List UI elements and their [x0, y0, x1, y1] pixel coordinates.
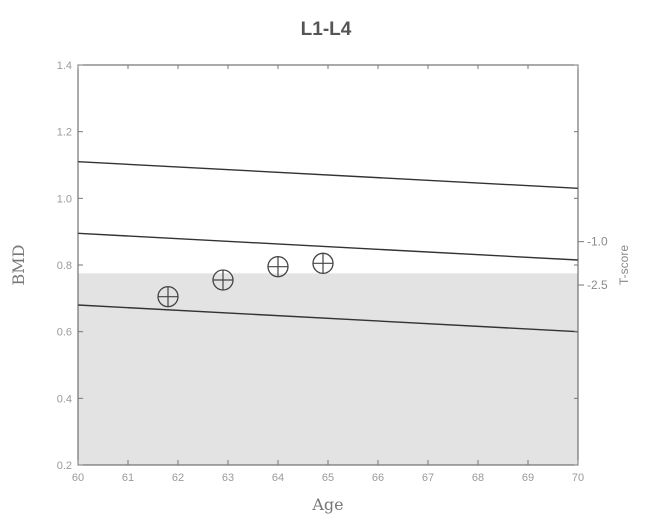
data-point-2 — [212, 269, 234, 291]
y-tick-label: 1.0 — [57, 193, 72, 205]
data-point-1 — [157, 286, 179, 308]
x-tick-label: 70 — [572, 472, 584, 484]
x-tick-label: 63 — [222, 472, 234, 484]
t-score-tick-label: -1.0 — [587, 235, 608, 249]
x-tick-label: 60 — [72, 472, 84, 484]
x-tick-label: 68 — [472, 472, 484, 484]
y-tick-label: 0.6 — [57, 327, 72, 339]
x-tick-label: 62 — [172, 472, 184, 484]
y-tick-label: 0.8 — [57, 260, 72, 272]
t-score-tick-label: -2.5 — [587, 278, 608, 292]
y-tick-label: 0.2 — [57, 460, 72, 472]
x-tick-label: 69 — [522, 472, 534, 484]
reference-line-3 — [77, 304, 579, 333]
x-axis-label: Age — [311, 495, 343, 514]
y-tick-label: 1.2 — [57, 127, 72, 139]
reference-line-2 — [77, 232, 579, 261]
data-point-4 — [312, 252, 334, 274]
chart-title: L1-L4 — [301, 19, 352, 40]
x-tick-label: 65 — [322, 472, 334, 484]
reference-line-1 — [77, 160, 579, 190]
y-tick-label: 1.4 — [57, 60, 72, 72]
y-tick-label: 0.4 — [57, 393, 72, 405]
t-score-axis-label: T-score — [617, 245, 631, 285]
x-tick-label: 64 — [272, 472, 284, 484]
x-tick-label: 66 — [372, 472, 384, 484]
x-tick-label: 67 — [422, 472, 434, 484]
data-point-3 — [267, 256, 289, 278]
y-axis-label: BMD — [9, 245, 28, 286]
x-tick-label: 61 — [122, 472, 134, 484]
shaded-region — [78, 273, 578, 465]
